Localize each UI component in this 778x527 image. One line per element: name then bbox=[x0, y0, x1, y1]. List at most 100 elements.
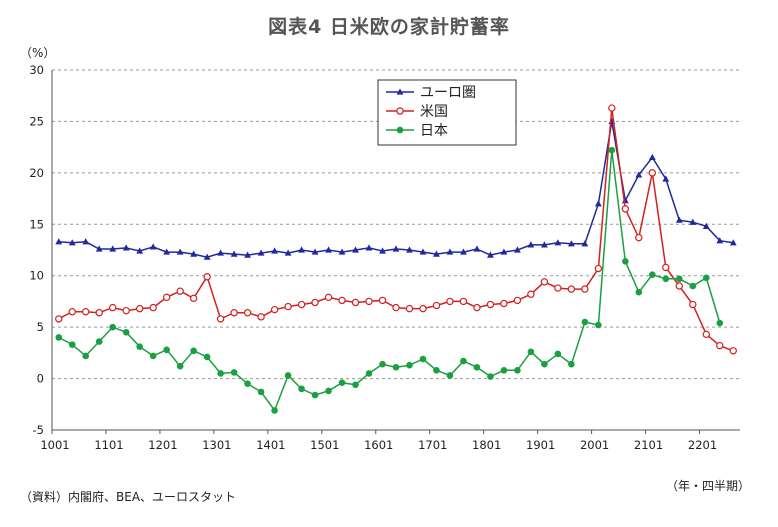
data-point-us bbox=[162, 293, 171, 302]
data-point-eurozone bbox=[203, 253, 211, 260]
y-tick-label: 0 bbox=[37, 372, 44, 386]
data-point-us bbox=[689, 300, 697, 309]
data-point-us bbox=[500, 299, 508, 308]
data-point-us bbox=[662, 263, 670, 272]
x-tick-label: 1501 bbox=[310, 438, 339, 452]
data-point-japan bbox=[82, 352, 90, 360]
data-point-us bbox=[109, 303, 117, 312]
data-point-eurozone bbox=[581, 240, 589, 247]
data-point-us bbox=[203, 273, 211, 281]
data-point-japan bbox=[649, 271, 656, 278]
data-point-eurozone bbox=[217, 249, 225, 256]
data-point-us bbox=[230, 309, 238, 317]
data-point-japan bbox=[136, 343, 143, 350]
data-point-japan bbox=[190, 347, 197, 355]
data-point-us bbox=[149, 303, 157, 312]
x-tick-label: 2001 bbox=[580, 438, 609, 452]
data-point-japan bbox=[473, 363, 481, 371]
data-point-eurozone bbox=[446, 248, 454, 255]
x-tick-label: 1701 bbox=[418, 438, 447, 452]
data-point-japan bbox=[298, 385, 305, 393]
data-point-eurozone bbox=[419, 248, 427, 255]
data-point-us bbox=[95, 309, 103, 317]
data-point-eurozone bbox=[675, 216, 683, 223]
x-tick-label: 1901 bbox=[526, 438, 555, 452]
data-point-japan bbox=[541, 360, 548, 368]
data-point-us bbox=[459, 297, 468, 306]
data-point-japan bbox=[702, 274, 710, 282]
data-point-us bbox=[189, 294, 198, 303]
data-point-eurozone bbox=[163, 248, 171, 255]
data-point-us bbox=[648, 169, 657, 177]
data-point-us bbox=[702, 330, 710, 339]
data-point-japan bbox=[392, 363, 400, 371]
data-point-eurozone bbox=[540, 241, 548, 248]
data-point-eurozone bbox=[298, 246, 305, 253]
data-point-eurozone bbox=[514, 246, 521, 253]
data-point-japan bbox=[244, 380, 251, 388]
x-tick-label: 1801 bbox=[472, 438, 501, 452]
data-point-us bbox=[338, 296, 346, 305]
data-point-eurozone bbox=[325, 246, 332, 253]
data-point-us bbox=[270, 305, 279, 314]
data-point-eurozone bbox=[338, 248, 346, 255]
data-point-japan bbox=[433, 367, 440, 374]
data-point-japan bbox=[568, 360, 575, 368]
data-point-eurozone bbox=[500, 248, 508, 255]
data-point-japan bbox=[581, 318, 589, 326]
data-point-us bbox=[297, 300, 306, 309]
data-point-us bbox=[540, 278, 549, 286]
data-point-us bbox=[567, 285, 576, 293]
grid-lines bbox=[52, 69, 740, 380]
data-point-eurozone bbox=[149, 243, 157, 250]
x-tick-label: 1401 bbox=[256, 438, 285, 452]
data-point-japan bbox=[446, 372, 454, 379]
y-tick-label: 30 bbox=[29, 63, 44, 77]
data-point-eurozone bbox=[352, 246, 359, 253]
data-point-us bbox=[486, 300, 495, 309]
x-axis-unit-label: （年・四半期） bbox=[665, 479, 750, 493]
data-point-japan bbox=[419, 355, 427, 363]
x-tick-label: 2101 bbox=[634, 438, 663, 452]
data-point-eurozone bbox=[648, 153, 656, 161]
data-point-japan bbox=[271, 407, 278, 414]
data-point-eurozone bbox=[392, 245, 400, 252]
x-tick-label: 1601 bbox=[364, 438, 393, 452]
data-point-eurozone bbox=[95, 245, 103, 252]
data-point-japan bbox=[662, 275, 670, 283]
data-point-japan bbox=[396, 126, 404, 134]
data-point-us bbox=[527, 290, 535, 298]
data-point-japan bbox=[311, 391, 319, 399]
y-axis-unit-label: （%） bbox=[20, 46, 56, 60]
data-point-japan bbox=[689, 282, 697, 290]
data-point-japan bbox=[230, 369, 238, 376]
x-tick-label: 1101 bbox=[94, 438, 123, 452]
data-point-eurozone bbox=[487, 251, 494, 258]
y-tick-label: -5 bbox=[33, 423, 44, 437]
data-point-eurozone bbox=[109, 245, 117, 252]
data-point-us bbox=[405, 304, 414, 313]
x-tick-label: 1001 bbox=[40, 438, 69, 452]
y-axis-ticks: -5 0 5 10 15 20 25 30 bbox=[29, 63, 44, 437]
y-tick-label: 5 bbox=[37, 320, 44, 334]
data-point-us bbox=[608, 104, 616, 112]
data-point-japan bbox=[109, 323, 117, 331]
data-point-japan bbox=[68, 341, 76, 348]
data-point-eurozone bbox=[567, 240, 575, 247]
x-axis-ticks: 1001 1101 1201 1301 1401 1501 1601 1701 1801 1901… bbox=[40, 430, 717, 452]
data-point-japan bbox=[635, 288, 643, 296]
data-point-japan bbox=[365, 370, 373, 377]
data-point-japan bbox=[514, 367, 521, 374]
x-tick-label: 2201 bbox=[688, 438, 717, 452]
data-point-japan bbox=[487, 373, 494, 380]
data-point-eurozone bbox=[176, 248, 184, 255]
data-point-japan bbox=[460, 357, 467, 365]
data-point-eurozone bbox=[244, 251, 252, 258]
series-line-japan bbox=[58, 150, 721, 413]
data-point-us bbox=[68, 308, 76, 316]
data-point-us bbox=[135, 304, 144, 313]
data-point-eurozone bbox=[284, 249, 292, 256]
data-point-us bbox=[311, 298, 319, 307]
y-tick-label: 25 bbox=[29, 114, 44, 128]
